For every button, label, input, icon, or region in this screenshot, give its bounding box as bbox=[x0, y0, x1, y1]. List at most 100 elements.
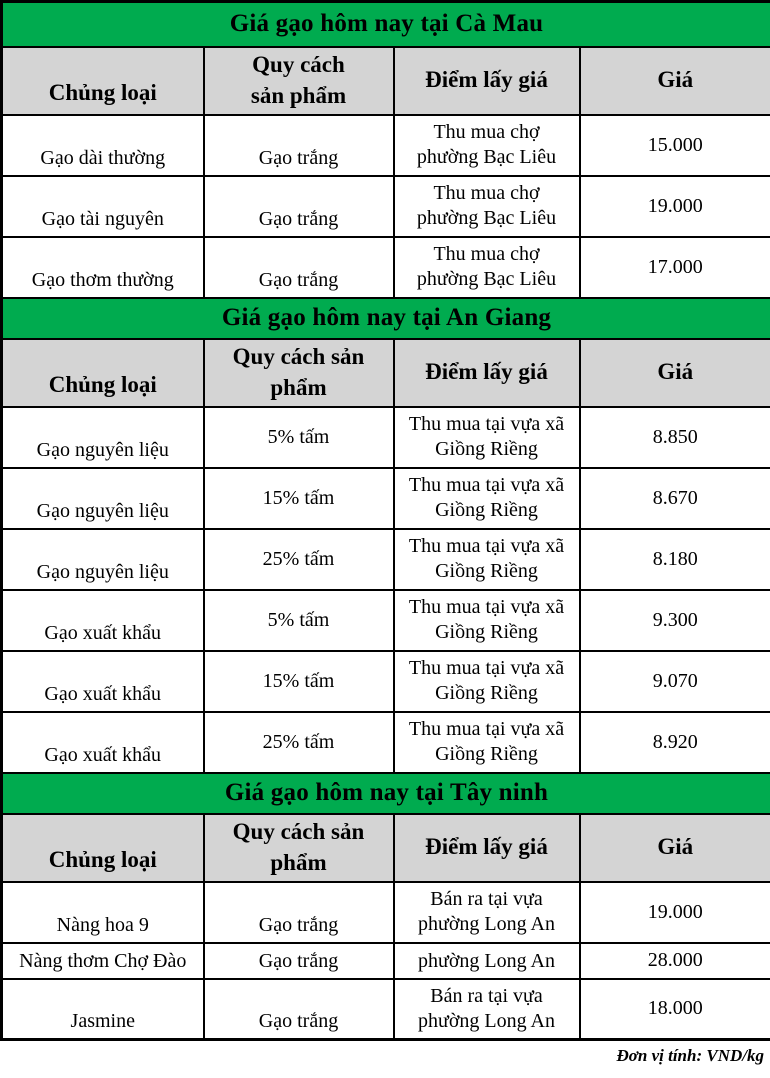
cell-gia: 9.070 bbox=[578, 649, 770, 713]
header-line-1: Quy cách sản bbox=[232, 819, 365, 845]
section-title-row: Giá gạo hôm nay tại Tây ninh bbox=[0, 771, 770, 815]
cell-diem-lay-gia: phường Long An bbox=[392, 941, 581, 980]
col-header-chung-loai: Chủng loại bbox=[0, 45, 205, 116]
cell-diem-lay-gia: Thu mua chợ phường Bạc Liêu bbox=[392, 113, 581, 177]
cell-quy-cach: Gạo trắng bbox=[202, 113, 395, 177]
cell-chung-loai: Gạo xuất khẩu bbox=[0, 649, 205, 713]
table-row: Gạo dài thường Gạo trắng Thu mua chợ phư… bbox=[0, 113, 770, 177]
col-header-diem-lay-gia: Điểm lấy giá bbox=[392, 45, 581, 116]
diem-line-1: Thu mua chợ bbox=[433, 182, 540, 204]
cell-diem-lay-gia: Thu mua chợ phường Bạc Liêu bbox=[392, 235, 581, 299]
cell-chung-loai: Gạo tài nguyên bbox=[0, 174, 205, 238]
cell-diem-lay-gia: Bán ra tại vựa phường Long An bbox=[392, 977, 581, 1041]
col-header-gia: Giá bbox=[578, 812, 770, 883]
section-title-tay-ninh: Giá gạo hôm nay tại Tây ninh bbox=[0, 771, 770, 815]
diem-line-1: Thu mua tại vựa xã bbox=[408, 474, 565, 496]
cell-quy-cach: 5% tấm bbox=[202, 588, 395, 652]
diem-line-1: phường Long An bbox=[418, 949, 555, 972]
unit-note: Đơn vị tính: VND/kg bbox=[616, 1046, 764, 1065]
cell-gia: 8.850 bbox=[578, 405, 770, 469]
cell-quy-cach: Gạo trắng bbox=[202, 174, 395, 238]
header-line-1: Quy cách sản bbox=[232, 344, 365, 370]
diem-line-2: Giồng Riềng bbox=[435, 621, 538, 643]
column-header-row: Chủng loại Quy cách sản phẩm Điểm lấy gi… bbox=[0, 812, 770, 883]
diem-line-1: Thu mua tại vựa xã bbox=[408, 657, 565, 679]
col-header-quy-cach: Quy cách sản phẩm bbox=[202, 812, 395, 883]
table-row: Gạo nguyên liệu 25% tấm Thu mua tại vựa … bbox=[0, 527, 770, 591]
diem-line-1: Thu mua tại vựa xã bbox=[408, 413, 565, 435]
section-title-an-giang: Giá gạo hôm nay tại An Giang bbox=[0, 296, 770, 340]
cell-quy-cach: 25% tấm bbox=[202, 710, 395, 774]
table-row: Gạo xuất khẩu 25% tấm Thu mua tại vựa xã… bbox=[0, 710, 770, 774]
col-header-chung-loai: Chủng loại bbox=[0, 812, 205, 883]
cell-chung-loai: Gạo nguyên liệu bbox=[0, 527, 205, 591]
diem-line-1: Bán ra tại vựa bbox=[430, 888, 543, 910]
cell-chung-loai: Gạo nguyên liệu bbox=[0, 405, 205, 469]
cell-gia: 8.670 bbox=[578, 466, 770, 530]
diem-line-2: phường Bạc Liêu bbox=[416, 146, 557, 168]
diem-line-2: Giồng Riềng bbox=[435, 499, 538, 521]
header-line-2: phẩm bbox=[270, 374, 327, 400]
cell-gia: 15.000 bbox=[578, 113, 770, 177]
cell-diem-lay-gia: Thu mua tại vựa xã Giồng Riềng bbox=[392, 649, 581, 713]
column-header-row: Chủng loại Quy cách sản phẩm Điểm lấy gi… bbox=[0, 337, 770, 408]
table-row: Nàng thơm Chợ Đào Gạo trắng phường Long … bbox=[0, 941, 770, 980]
table-row: Gạo nguyên liệu 15% tấm Thu mua tại vựa … bbox=[0, 466, 770, 530]
cell-chung-loai: Gạo thơm thường bbox=[0, 235, 205, 299]
cell-diem-lay-gia: Thu mua tại vựa xã Giồng Riềng bbox=[392, 466, 581, 530]
diem-line-1: Thu mua tại vựa xã bbox=[408, 718, 565, 740]
cell-chung-loai: Gạo xuất khẩu bbox=[0, 710, 205, 774]
cell-chung-loai: Nàng thơm Chợ Đào bbox=[0, 941, 205, 980]
col-header-chung-loai: Chủng loại bbox=[0, 337, 205, 408]
col-header-diem-lay-gia: Điểm lấy giá bbox=[392, 812, 581, 883]
cell-quy-cach: 15% tấm bbox=[202, 649, 395, 713]
cell-diem-lay-gia: Thu mua chợ phường Bạc Liêu bbox=[392, 174, 581, 238]
table-row: Gạo nguyên liệu 5% tấm Thu mua tại vựa x… bbox=[0, 405, 770, 469]
cell-gia: 19.000 bbox=[578, 880, 770, 944]
diem-line-1: Thu mua tại vựa xã bbox=[408, 535, 565, 557]
cell-quy-cach: Gạo trắng bbox=[202, 977, 395, 1041]
column-header-row: Chủng loại Quy cách sản phẩm Điểm lấy gi… bbox=[0, 45, 770, 116]
col-header-quy-cach: Quy cách sản phẩm bbox=[202, 45, 395, 116]
diem-line-2: Giồng Riềng bbox=[435, 438, 538, 460]
cell-diem-lay-gia: Thu mua tại vựa xã Giồng Riềng bbox=[392, 527, 581, 591]
diem-line-1: Thu mua tại vựa xã bbox=[408, 596, 565, 618]
cell-quy-cach: 5% tấm bbox=[202, 405, 395, 469]
table-row: Jasmine Gạo trắng Bán ra tại vựa phường … bbox=[0, 977, 770, 1041]
header-line-2: phẩm bbox=[270, 849, 327, 875]
rice-price-table: Giá gạo hôm nay tại Cà Mau Chủng loại Qu… bbox=[0, 0, 770, 1041]
diem-line-1: Bán ra tại vựa bbox=[430, 984, 543, 1007]
cell-gia: 28.000 bbox=[578, 941, 770, 980]
cell-quy-cach: Gạo trắng bbox=[202, 941, 395, 980]
diem-line-2: Giồng Riềng bbox=[435, 682, 538, 704]
table-row: Nàng hoa 9 Gạo trắng Bán ra tại vựa phườ… bbox=[0, 880, 770, 944]
section-title-row: Giá gạo hôm nay tại Cà Mau bbox=[0, 0, 770, 48]
cell-gia: 8.180 bbox=[578, 527, 770, 591]
cell-diem-lay-gia: Thu mua tại vựa xã Giồng Riềng bbox=[392, 588, 581, 652]
table-row: Gạo tài nguyên Gạo trắng Thu mua chợ phư… bbox=[0, 174, 770, 238]
col-header-diem-lay-gia: Điểm lấy giá bbox=[392, 337, 581, 408]
cell-gia: 8.920 bbox=[578, 710, 770, 774]
cell-gia: 9.300 bbox=[578, 588, 770, 652]
col-header-gia: Giá bbox=[578, 45, 770, 116]
cell-chung-loai: Jasmine bbox=[0, 977, 205, 1041]
diem-line-2: Giồng Riềng bbox=[435, 743, 538, 765]
table-row: Gạo xuất khẩu 5% tấm Thu mua tại vựa xã … bbox=[0, 588, 770, 652]
cell-diem-lay-gia: Thu mua tại vựa xã Giồng Riềng bbox=[392, 405, 581, 469]
cell-chung-loai: Gạo dài thường bbox=[0, 113, 205, 177]
table-row: Gạo thơm thường Gạo trắng Thu mua chợ ph… bbox=[0, 235, 770, 299]
section-title-ca-mau: Giá gạo hôm nay tại Cà Mau bbox=[0, 0, 770, 48]
diem-line-2: phường Long An bbox=[418, 1009, 555, 1032]
diem-line-2: phường Bạc Liêu bbox=[416, 207, 557, 229]
cell-chung-loai: Gạo nguyên liệu bbox=[0, 466, 205, 530]
diem-line-2: phường Bạc Liêu bbox=[416, 268, 557, 290]
section-title-row: Giá gạo hôm nay tại An Giang bbox=[0, 296, 770, 340]
diem-line-1: Thu mua chợ bbox=[433, 121, 540, 143]
diem-line-2: Giồng Riềng bbox=[435, 560, 538, 582]
col-header-gia: Giá bbox=[578, 337, 770, 408]
diem-line-1: Thu mua chợ bbox=[433, 243, 540, 265]
cell-diem-lay-gia: Thu mua tại vựa xã Giồng Riềng bbox=[392, 710, 581, 774]
header-line-1: Quy cách bbox=[252, 52, 345, 78]
table-row: Gạo xuất khẩu 15% tấm Thu mua tại vựa xã… bbox=[0, 649, 770, 713]
diem-line-2: phường Long An bbox=[418, 913, 555, 935]
